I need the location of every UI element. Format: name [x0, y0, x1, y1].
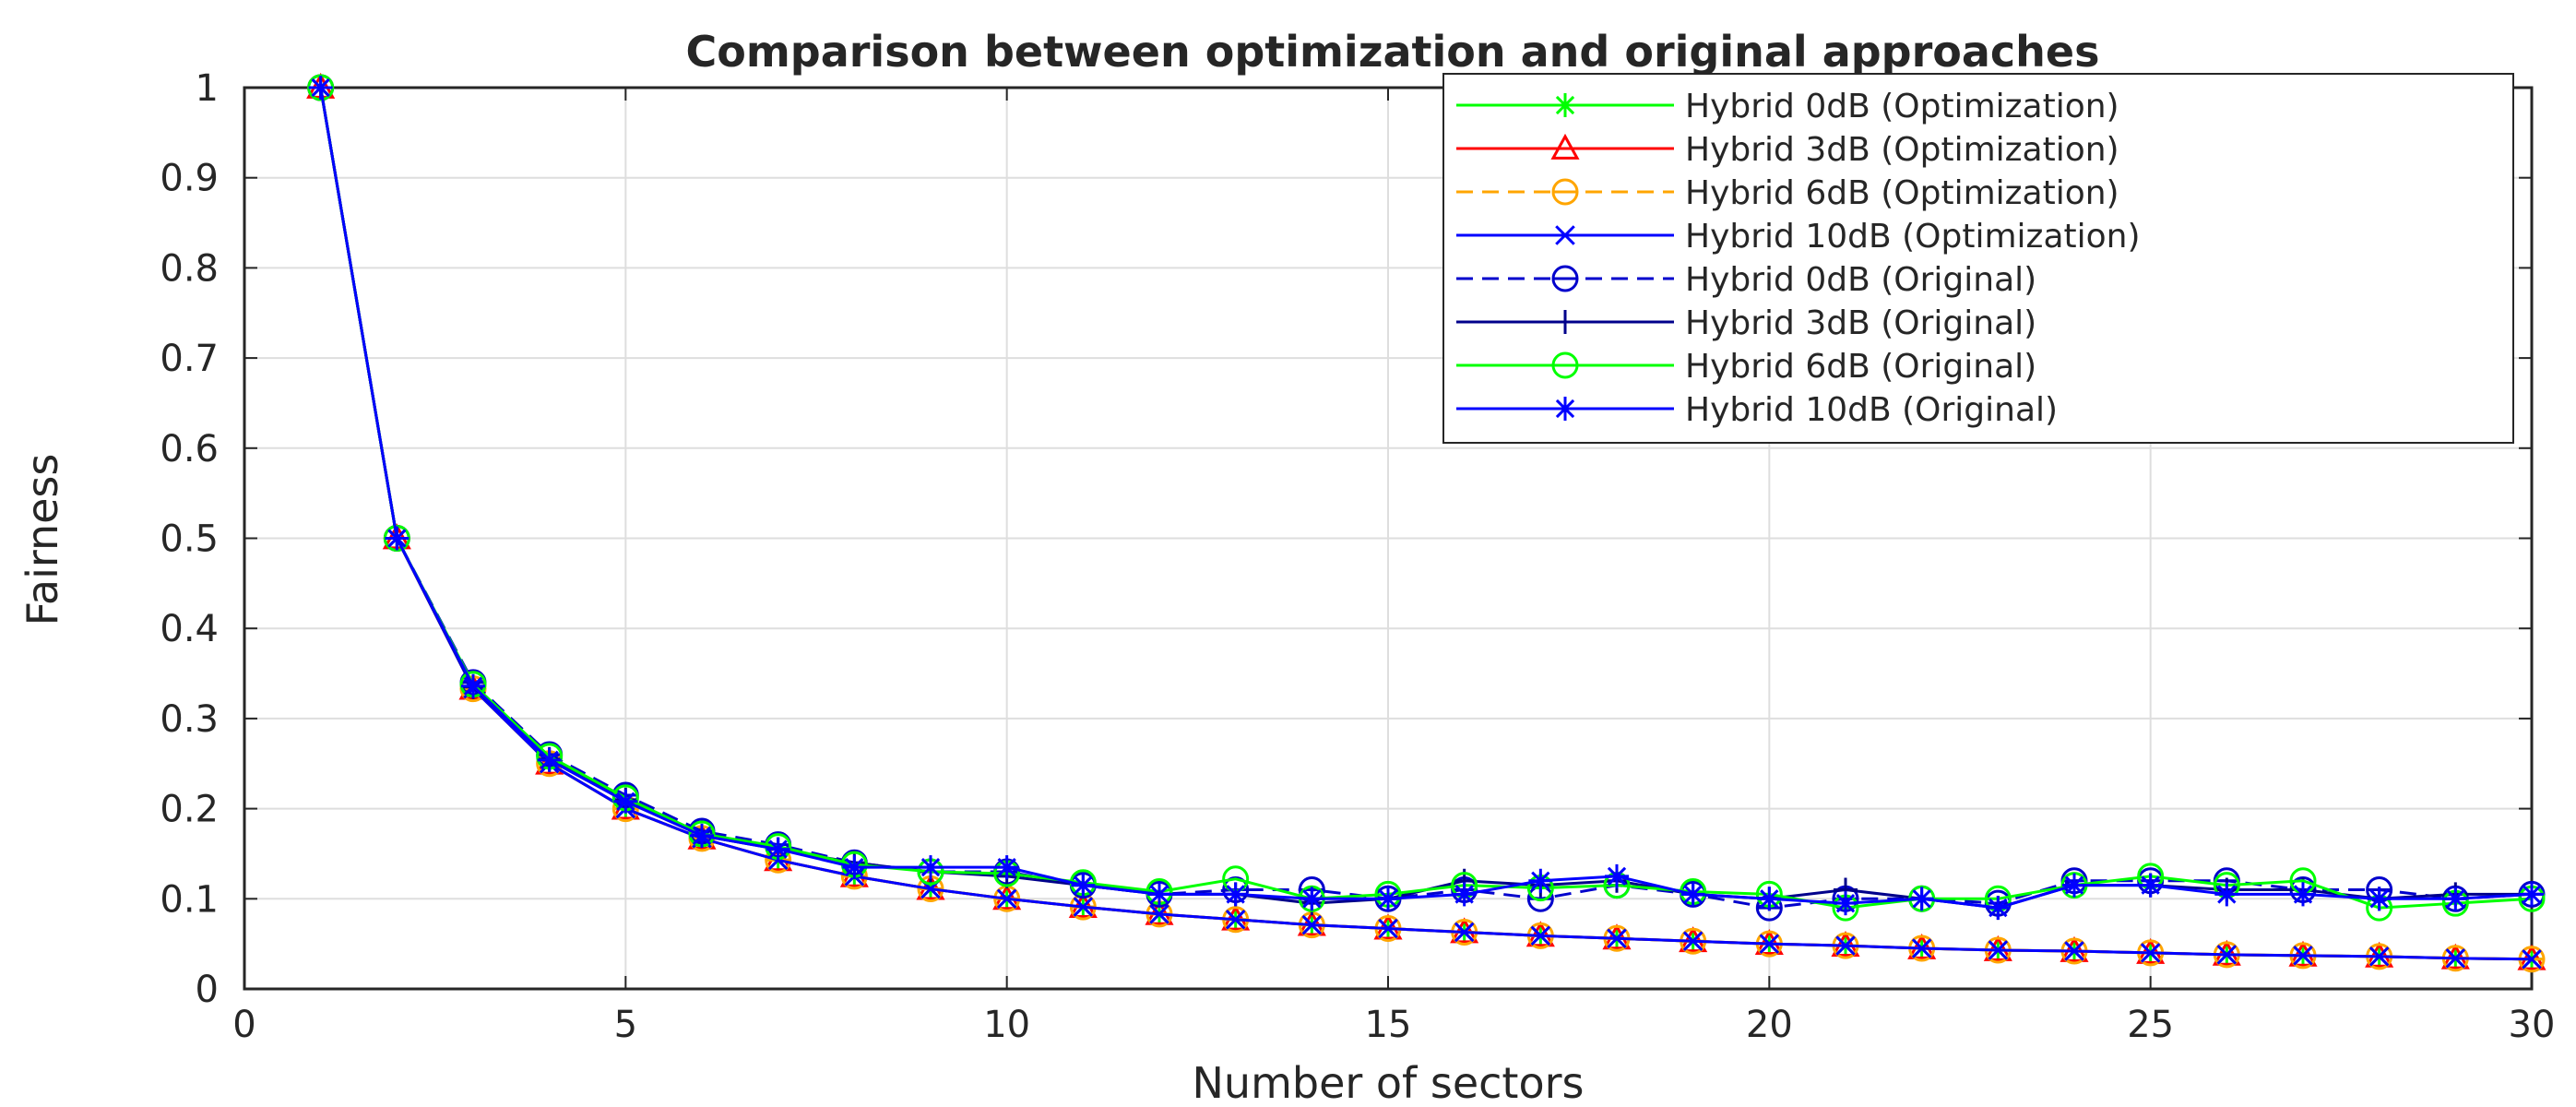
legend-swatch-marker	[1551, 265, 1579, 292]
legend: Hybrid 0dB (Optimization) Hybrid 3dB (Opt…	[1442, 73, 2514, 444]
legend-entry: Hybrid 0dB (Optimization)	[1685, 88, 2119, 125]
data-point	[994, 855, 1019, 880]
series-line	[319, 87, 2533, 910]
data-point	[2445, 947, 2466, 969]
data-point	[690, 823, 714, 848]
data-point	[1988, 940, 2009, 960]
data-point	[1682, 931, 1703, 952]
legend-entry: Hybrid 3dB (Optimization)	[1685, 131, 2119, 169]
series-layer	[306, 72, 2546, 973]
data-point	[308, 76, 333, 100]
data-point	[1986, 896, 2011, 921]
data-point	[1528, 868, 1553, 893]
data-point	[2520, 882, 2544, 907]
legend-swatch-marker	[1555, 225, 1575, 245]
data-point	[1835, 935, 1856, 956]
data-point	[1378, 918, 1398, 939]
x-tick-label: 5	[614, 1004, 637, 1046]
data-point	[1225, 909, 1246, 930]
y-tick-label: 0.4	[160, 608, 219, 650]
data-point	[842, 855, 867, 880]
data-point	[1376, 887, 1400, 911]
y-axis-label: Fairness	[18, 454, 67, 626]
data-point	[1757, 887, 1782, 911]
data-point	[1071, 873, 1096, 898]
data-point	[385, 526, 410, 551]
legend-box	[1442, 73, 2514, 444]
data-point	[2293, 946, 2313, 966]
legend-entry: Hybrid 0dB (Original)	[1685, 261, 2036, 299]
axis-ticks: 0 5 10 15 20 25 30 0 0.1 0.2 0.3 0.4 0.5 0.6 0.7 0.8 0.9…	[160, 67, 2555, 1046]
data-point	[2064, 941, 2084, 961]
legend-swatch-marker	[1551, 178, 1579, 206]
legend-entry: Hybrid 10dB (Original)	[1685, 391, 2058, 429]
legend-entry: Hybrid 6dB (Original)	[1685, 348, 2036, 386]
data-point	[1147, 882, 1171, 907]
y-tick-label: 0.7	[160, 338, 219, 380]
chart-title: Comparison between optimization and orig…	[685, 27, 2099, 77]
data-point	[461, 673, 485, 698]
legend-entry: Hybrid 10dB (Optimization)	[1685, 218, 2141, 256]
data-point	[1607, 928, 1627, 949]
data-point	[2368, 946, 2390, 967]
legend-swatch-marker	[1553, 93, 1577, 117]
x-tick-label: 25	[2127, 1004, 2174, 1046]
data-point	[1759, 934, 1780, 954]
data-point	[2140, 943, 2161, 963]
data-point	[613, 789, 638, 814]
y-tick-label: 0.2	[160, 789, 219, 831]
y-tick-label: 0.9	[160, 158, 219, 200]
data-point	[2367, 887, 2392, 911]
data-point	[766, 837, 790, 862]
data-point	[1301, 914, 1323, 935]
data-point	[1605, 863, 1629, 888]
x-tick-label: 15	[1365, 1004, 1412, 1046]
data-point	[2138, 873, 2163, 898]
data-point	[2062, 873, 2086, 898]
y-tick-label: 0.1	[160, 878, 219, 921]
y-tick-label: 0.3	[160, 698, 219, 741]
legend-swatch-marker	[1550, 133, 1580, 160]
legend-swatch-marker	[1551, 351, 1579, 379]
y-tick-label: 0	[196, 969, 219, 1011]
y-tick-label: 0.6	[160, 428, 219, 470]
data-point	[1149, 904, 1169, 924]
series-line	[319, 87, 2533, 910]
data-point	[919, 855, 943, 880]
data-point	[1073, 897, 1094, 917]
x-tick-label: 30	[2509, 1004, 2556, 1046]
legend-entry: Hybrid 6dB (Optimization)	[1685, 174, 2119, 212]
legend-swatch-marker	[1553, 397, 1577, 421]
legend-swatch-marker	[1553, 310, 1577, 334]
data-point	[1909, 887, 1934, 911]
data-point	[2214, 882, 2239, 907]
data-point	[2443, 887, 2468, 911]
x-axis-label: Number of sectors	[1193, 1058, 1585, 1107]
legend-entry: Hybrid 3dB (Original)	[1685, 304, 2036, 342]
data-point	[1452, 882, 1477, 907]
data-point	[1834, 891, 1858, 916]
x-tick-label: 20	[1746, 1004, 1793, 1046]
y-tick-label: 0.8	[160, 247, 219, 290]
data-point	[537, 747, 562, 772]
x-tick-label: 10	[983, 1004, 1030, 1046]
data-point	[1300, 887, 1324, 911]
data-point	[996, 888, 1017, 910]
data-point	[1911, 938, 1932, 958]
y-tick-label: 1	[196, 67, 219, 110]
series-8	[308, 76, 2544, 921]
data-point	[1680, 882, 1705, 907]
y-tick-label: 0.5	[160, 518, 219, 561]
data-point	[2216, 945, 2238, 965]
x-tick-label: 0	[232, 1004, 255, 1046]
data-point	[2291, 882, 2315, 907]
data-point	[1454, 922, 1475, 943]
data-point	[1530, 925, 1551, 946]
data-point	[1223, 882, 1248, 907]
data-point	[2522, 948, 2542, 970]
